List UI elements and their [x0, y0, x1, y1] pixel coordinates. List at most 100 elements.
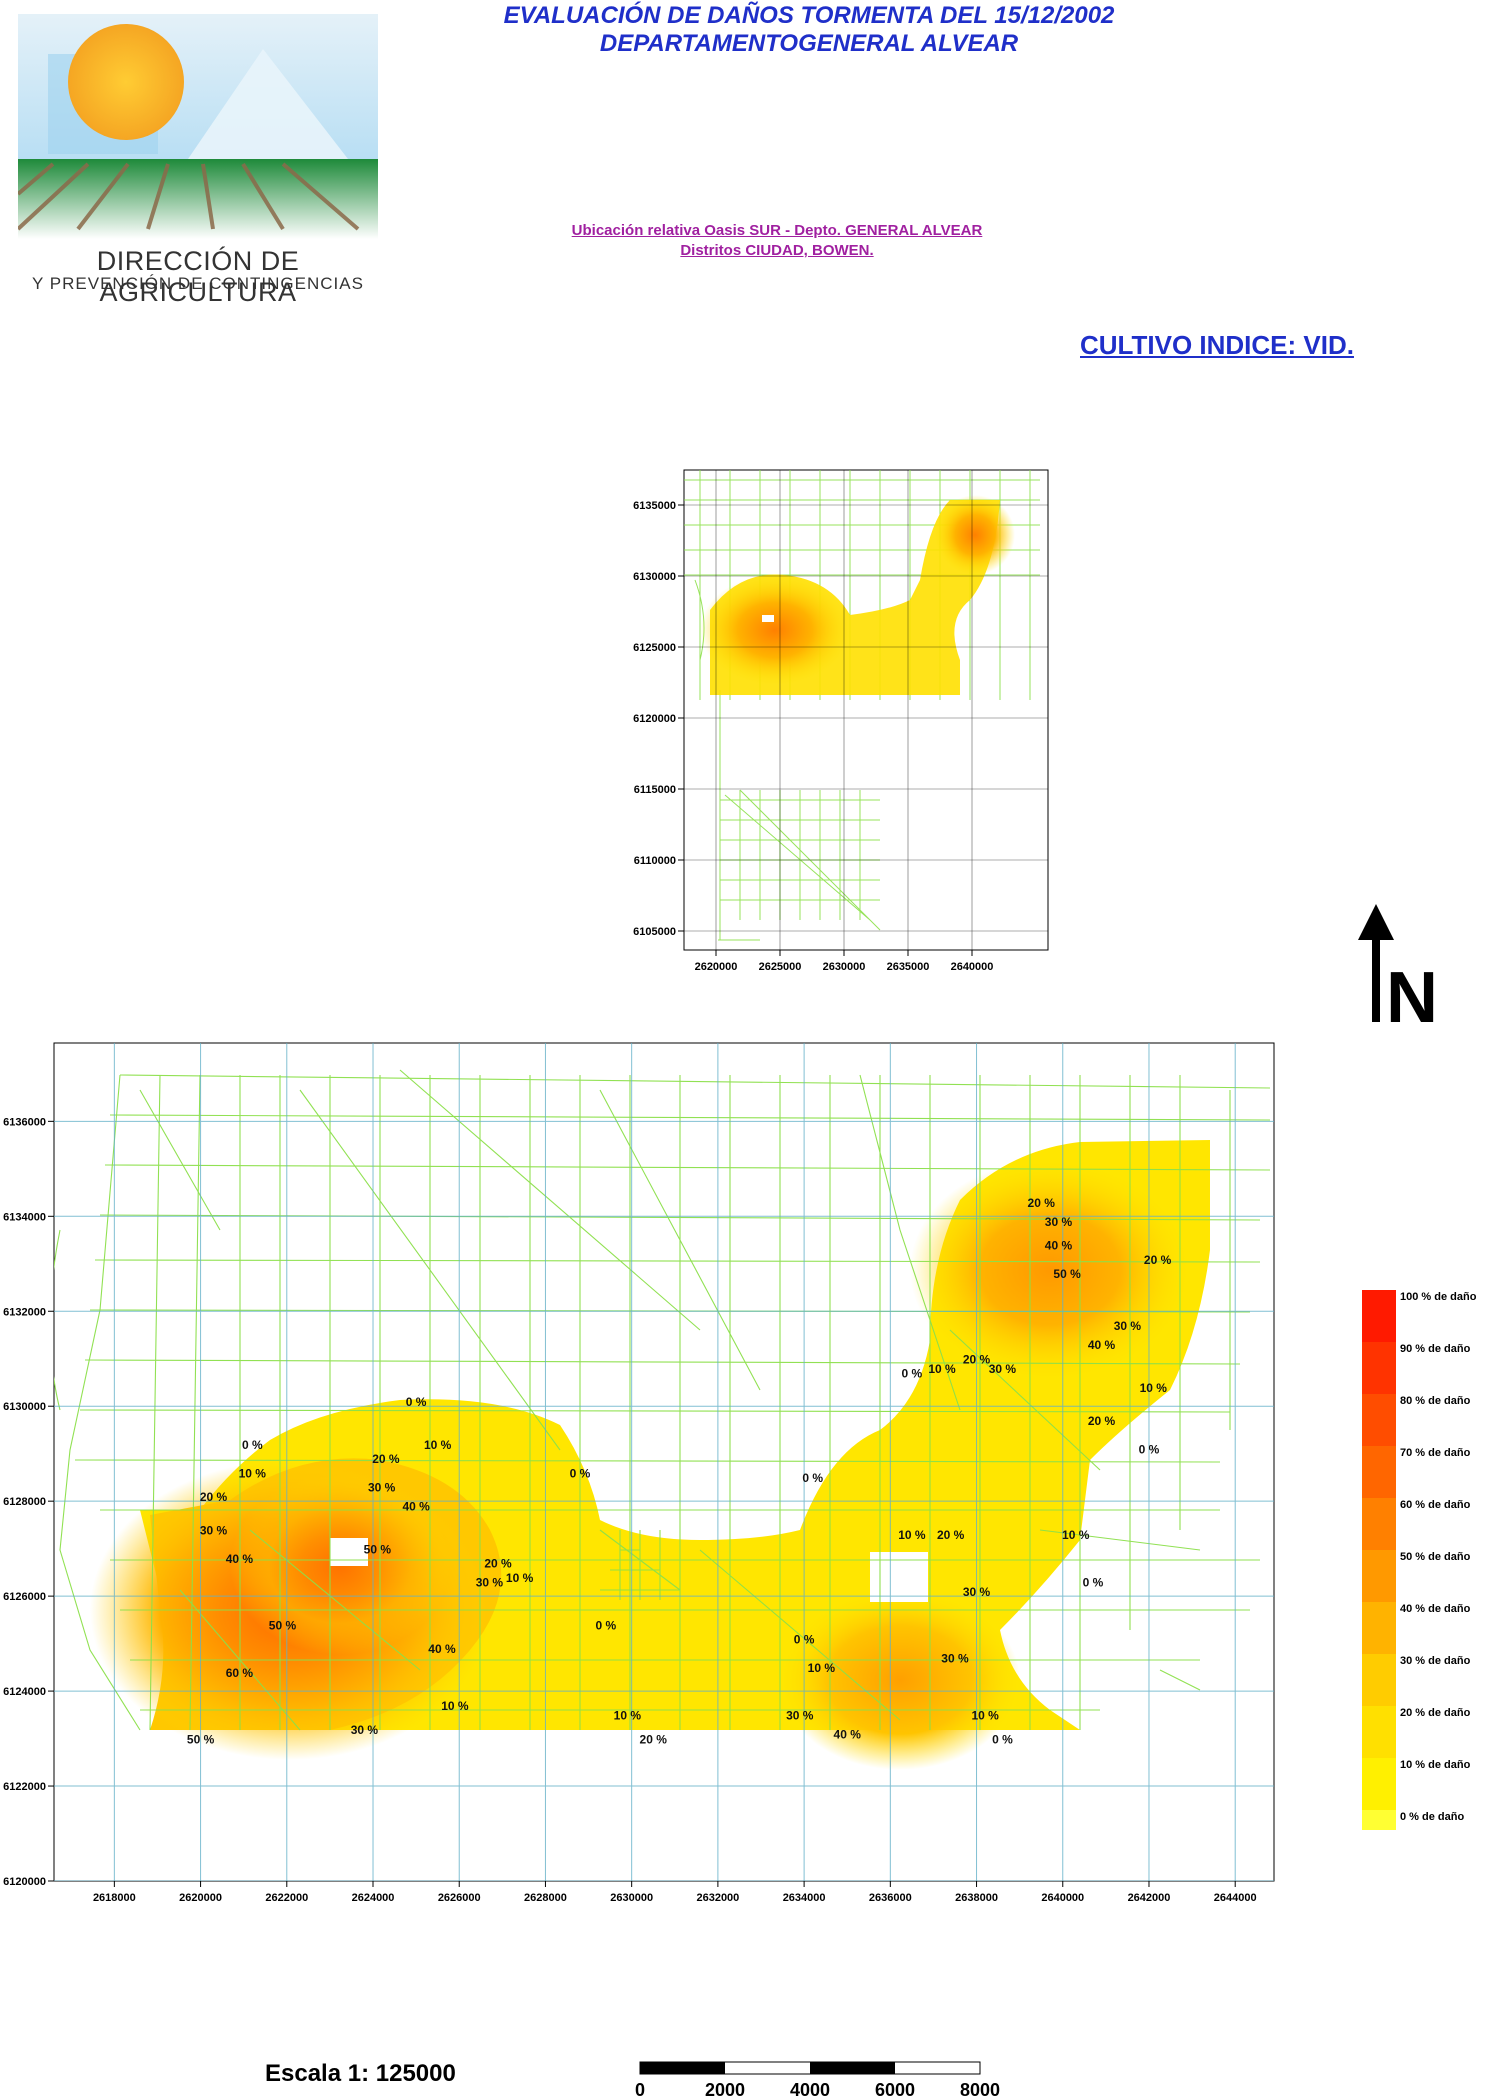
scale-tick-label: 4000: [790, 2080, 830, 2100]
legend-label: 0 % de daño: [1400, 1811, 1464, 1823]
contour-label: 20 %: [1144, 1253, 1172, 1267]
contour-label: 0 %: [1139, 1443, 1160, 1457]
main-y-tick-label: 6136000: [3, 1116, 46, 1128]
contour-label: 0 %: [406, 1395, 427, 1409]
main-x-tick-label: 2638000: [955, 1892, 998, 1904]
contour-label: 20 %: [372, 1452, 400, 1466]
main-y-tick-label: 6124000: [3, 1686, 46, 1698]
subtitle-link-line1[interactable]: Ubicación relativa Oasis SUR - Depto. GE…: [571, 222, 983, 239]
sun-icon: [68, 24, 184, 140]
contour-label: 20 %: [1028, 1196, 1056, 1210]
contour-label: 20 %: [640, 1732, 668, 1746]
inset-y-tick-label: 6130000: [633, 571, 676, 583]
road-network: [54, 1069, 1271, 1731]
main-y-tick-label: 6122000: [3, 1781, 46, 1793]
contour-label: 20 %: [484, 1557, 512, 1571]
contour-label: 10 %: [1140, 1381, 1168, 1395]
legend-swatch: [1362, 1810, 1396, 1830]
legend-swatch: [1362, 1654, 1396, 1706]
legend-label: 80 % de daño: [1400, 1395, 1471, 1407]
contour-label: 30 %: [200, 1523, 228, 1537]
inset-y-tick-label: 6115000: [634, 784, 676, 796]
north-letter: N: [1386, 958, 1438, 1030]
main-y-tick-label: 6120000: [3, 1876, 46, 1888]
legend-swatch: [1362, 1550, 1396, 1602]
legend-swatch: [1362, 1498, 1396, 1550]
legend-label: 40 % de daño: [1400, 1603, 1471, 1615]
inset-location-map: 6135000 6130000 6125000 6120000 6115000 61100…: [633, 469, 1049, 970]
contour-label: 40 %: [834, 1728, 862, 1742]
contour-label: 10 %: [898, 1528, 926, 1542]
contour-label: 30 %: [963, 1585, 991, 1599]
legend-swatch: [1362, 1446, 1396, 1498]
contour-label: 0 %: [570, 1466, 591, 1480]
scale-bar: 0 2000 4000 6000 8000: [635, 2061, 1000, 2100]
scale-label: Escala 1: 125000: [265, 2060, 456, 2087]
legend-swatch: [1362, 1342, 1396, 1394]
legend-swatch: [1362, 1290, 1396, 1342]
contour-label: 0 %: [802, 1471, 823, 1485]
scale-tick-label: 2000: [705, 2080, 745, 2100]
main-y-tick-label: 6132000: [3, 1306, 46, 1318]
contour-label: 30 %: [786, 1709, 814, 1723]
contour-label: 10 %: [928, 1362, 956, 1376]
contour-label: 20 %: [1088, 1414, 1116, 1428]
main-x-tick-label: 2618000: [93, 1892, 136, 1904]
inset-x-tick-label: 2620000: [695, 961, 738, 970]
contour-label: 0 %: [1083, 1576, 1104, 1590]
map-title-line2: DEPARTAMENTOGENERAL ALVEAR: [599, 30, 1019, 57]
logo-text-line1: DIRECCIÓN DE AGRICULTURA: [96, 246, 300, 307]
scale-tick-label: 8000: [960, 2080, 1000, 2100]
main-x-tick-label: 2632000: [696, 1892, 739, 1904]
inset-x-tick-label: 2625000: [759, 961, 802, 970]
contour-label: 30 %: [989, 1362, 1017, 1376]
main-x-tick-label: 2644000: [1214, 1892, 1257, 1904]
logo-text-line2: Y PREVENCIÓN DE CONTINGENCIAS: [32, 274, 364, 293]
legend-label: 60 % de daño: [1400, 1499, 1471, 1511]
contour-label: 10 %: [808, 1661, 836, 1675]
legend-swatch: [1362, 1758, 1396, 1810]
main-y-tick-label: 6128000: [3, 1496, 46, 1508]
inset-y-tick-label: 6105000: [633, 926, 676, 938]
contour-label: 0 %: [595, 1618, 616, 1632]
contour-label: 30 %: [1045, 1215, 1073, 1229]
contour-label: 30 %: [351, 1723, 379, 1737]
contour-label: 10 %: [971, 1709, 999, 1723]
contour-label: 40 %: [402, 1500, 430, 1514]
inset-x-tick-label: 2630000: [823, 961, 866, 970]
contour-label: 20 %: [963, 1352, 991, 1366]
contour-labels: 20 %30 %40 %50 %20 %30 %40 %0 % 10 %20 %3…: [187, 1196, 1172, 1747]
contour-label: 30 %: [476, 1576, 504, 1590]
contour-label: 50 %: [187, 1732, 215, 1746]
main-y-tick-label: 6126000: [3, 1591, 46, 1603]
main-x-tick-label: 2622000: [265, 1892, 308, 1904]
agency-logo: [18, 14, 378, 239]
subtitle-link-line2[interactable]: Distritos CIUDAD, BOWEN.: [680, 242, 874, 259]
main-x-tick-label: 2628000: [524, 1892, 567, 1904]
contour-label: 10 %: [441, 1699, 469, 1713]
contour-label: 40 %: [428, 1642, 456, 1656]
legend-label: 100 % de daño: [1400, 1291, 1477, 1303]
contour-label: 50 %: [269, 1618, 297, 1632]
contour-label: 10 %: [614, 1709, 642, 1723]
legend-label: 10 % de daño: [1400, 1759, 1471, 1771]
contour-label: 20 %: [200, 1490, 228, 1504]
main-x-tick-label: 2630000: [610, 1892, 653, 1904]
contour-label: 40 %: [226, 1552, 254, 1566]
north-arrow-icon: N: [1358, 904, 1438, 1030]
legend-swatch: [1362, 1394, 1396, 1446]
main-x-tick-label: 2640000: [1041, 1892, 1084, 1904]
coordinate-grid: [54, 1043, 1274, 1881]
main-x-tick-label: 2634000: [783, 1892, 826, 1904]
main-x-tick-label: 2620000: [179, 1892, 222, 1904]
inset-y-tick-label: 6120000: [633, 713, 676, 725]
inset-x-tick-label: 2640000: [951, 961, 994, 970]
contour-label: 0 %: [992, 1732, 1013, 1746]
main-x-tick-label: 2636000: [869, 1892, 912, 1904]
legend-swatch: [1362, 1602, 1396, 1654]
main-x-tick-label: 2624000: [352, 1892, 395, 1904]
contour-label: 10 %: [506, 1571, 534, 1585]
map-title-line1: EVALUACIÓN DE DAÑOS TORMENTA DEL 15/12/2…: [503, 2, 1115, 29]
contour-label: 50 %: [1053, 1267, 1081, 1281]
contour-label: 50 %: [364, 1542, 392, 1556]
